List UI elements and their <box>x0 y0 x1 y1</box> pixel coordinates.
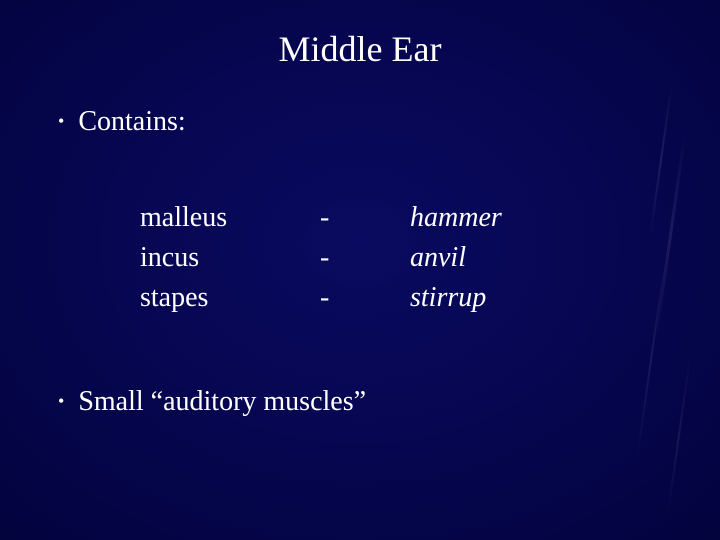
decorative-streak <box>649 81 673 240</box>
ossicle-dash: - <box>320 278 410 318</box>
ossicle-dash: - <box>320 238 410 278</box>
ossicle-latin: incus <box>140 238 320 278</box>
ossicle-common: anvil <box>410 238 502 278</box>
table-row: malleus - hammer <box>140 198 502 238</box>
ossicle-latin: stapes <box>140 278 320 318</box>
bullet-dot-icon: • <box>58 111 64 132</box>
decorative-streak <box>636 261 666 459</box>
table-row: stapes - stirrup <box>140 278 502 318</box>
bullet-small-muscles: • Small “auditory muscles” <box>58 386 366 418</box>
ossicle-latin: malleus <box>140 198 320 238</box>
ossicle-common: stirrup <box>410 278 502 318</box>
bullet-contains-text: Contains: <box>78 106 185 138</box>
bullet-dot-icon: • <box>58 391 64 412</box>
ossicles-table: malleus - hammer incus - anvil stapes - … <box>140 198 502 318</box>
ossicle-common: hammer <box>410 198 502 238</box>
table-row: incus - anvil <box>140 238 502 278</box>
slide-title: Middle Ear <box>0 28 720 70</box>
decorative-streak <box>666 351 692 520</box>
ossicle-dash: - <box>320 198 410 238</box>
bullet-contains: • Contains: <box>58 106 186 138</box>
decorative-streak <box>654 131 686 339</box>
bullet-small-text: Small “auditory muscles” <box>78 386 366 418</box>
